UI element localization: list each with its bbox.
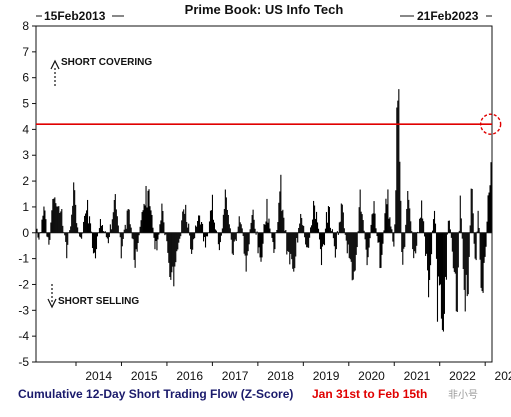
x-tick-label: 2015 bbox=[131, 369, 158, 383]
y-tick-label: -5 bbox=[18, 355, 29, 369]
y-tick-label: 7 bbox=[22, 45, 29, 59]
y-tick-label: 2 bbox=[22, 174, 29, 188]
x-tick-label: 2020 bbox=[358, 369, 385, 383]
y-tick-label: 4 bbox=[22, 122, 29, 136]
y-tick-label: -1 bbox=[18, 252, 29, 266]
x-tick-label: 2018 bbox=[267, 369, 294, 383]
short-selling-arrow bbox=[47, 284, 57, 309]
x-tick-label: 2023 bbox=[495, 369, 511, 383]
start-date-label: 15Feb2013 bbox=[44, 9, 106, 23]
y-tick-label: -4 bbox=[18, 329, 29, 343]
bar-series bbox=[36, 89, 492, 332]
end-date-label: 21Feb2023 bbox=[417, 9, 479, 23]
highlight-circle bbox=[479, 113, 502, 135]
chart-title: Prime Book: US Info Tech bbox=[185, 2, 344, 17]
y-tick-label: -3 bbox=[18, 303, 29, 317]
chart-caption: Cumulative 12-Day Short Trading Flow (Z-… bbox=[18, 387, 293, 401]
x-tick-label: 2016 bbox=[176, 369, 203, 383]
y-tick-label: 8 bbox=[22, 19, 29, 33]
y-axis: -5 -4 -3 -2 -1 0 1 2 3 4 5 6 7 8 bbox=[18, 19, 36, 369]
y-tick-label: -2 bbox=[18, 277, 29, 291]
short-selling-label: SHORT SELLING bbox=[58, 296, 139, 307]
plot-frame bbox=[35, 25, 493, 363]
x-tick-label: 2022 bbox=[449, 369, 476, 383]
y-tick-label: 3 bbox=[22, 148, 29, 162]
x-tick-label: 2014 bbox=[85, 369, 112, 383]
watermark: 非小号 bbox=[448, 389, 478, 401]
y-tick-label: 6 bbox=[22, 71, 29, 85]
x-tick-label: 2019 bbox=[313, 369, 340, 383]
highlight-caption: Jan 31st to Feb 15th bbox=[312, 387, 427, 401]
x-axis: 2014 2015 2016 2017 2018 2019 2020 2021 2022 2023 bbox=[75, 362, 511, 383]
y-tick-label: 5 bbox=[22, 97, 29, 111]
short-covering-arrow bbox=[50, 59, 60, 86]
y-tick-label: 1 bbox=[22, 200, 29, 214]
short-covering-label: SHORT COVERING bbox=[61, 57, 152, 68]
x-tick-label: 2017 bbox=[222, 369, 249, 383]
y-tick-label: 0 bbox=[22, 226, 29, 240]
x-tick-label: 2021 bbox=[404, 369, 431, 383]
